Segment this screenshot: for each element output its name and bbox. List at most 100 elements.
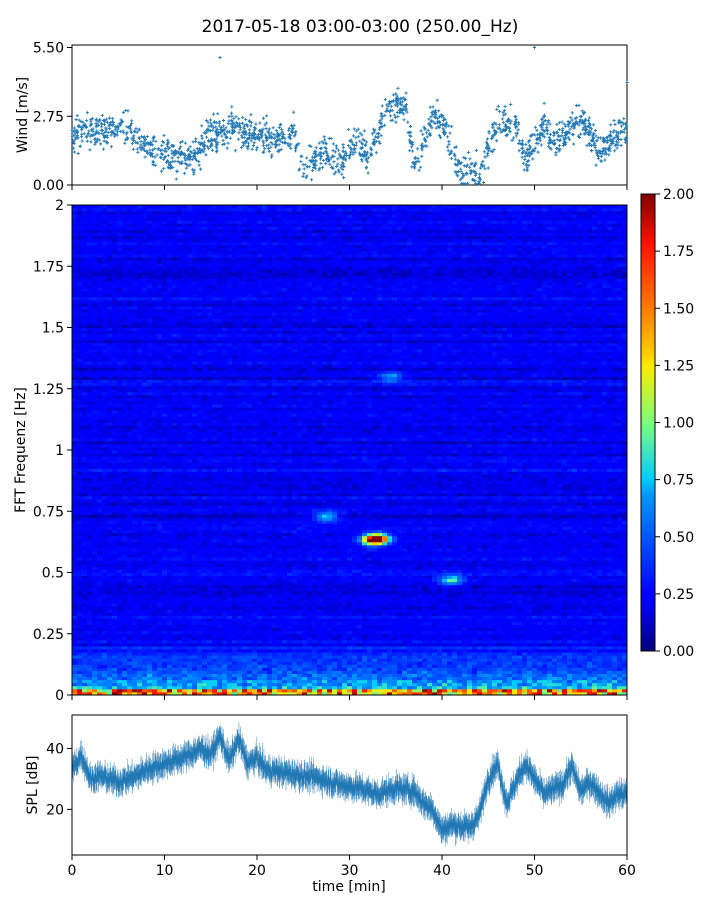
spectrogram-cell xyxy=(212,631,217,634)
spectrogram-cell xyxy=(297,661,302,664)
spectrogram-cell xyxy=(617,658,622,661)
spectrogram-cell xyxy=(547,637,552,640)
spectrogram-cell xyxy=(217,677,222,680)
spectrogram-cell xyxy=(502,646,507,649)
spectrogram-cell xyxy=(152,640,157,643)
spectrogram-cell xyxy=(202,677,207,680)
spectrogram-cell xyxy=(477,609,482,612)
spectrogram-cell xyxy=(77,683,82,686)
spectrogram-cell xyxy=(352,689,357,692)
spectrogram-cell xyxy=(222,631,227,634)
spectrogram-cell xyxy=(417,634,422,637)
spectrogram-cell xyxy=(237,637,242,640)
spectrogram-cell xyxy=(342,640,347,643)
spectrogram-cell xyxy=(307,655,312,658)
spectrogram-cell xyxy=(212,683,217,686)
spectrogram-cell xyxy=(407,634,412,637)
spectrogram-cell xyxy=(547,664,552,667)
spectrogram-cell xyxy=(577,680,582,683)
spectrogram-cell xyxy=(362,667,367,670)
spectrogram-cell xyxy=(72,643,77,646)
wind-point xyxy=(436,99,439,102)
spectrogram-cell xyxy=(362,652,367,655)
spectrogram-cell xyxy=(427,646,432,649)
spectrogram-cell xyxy=(132,667,137,670)
spectrogram-cell xyxy=(387,625,392,628)
spectrogram-cell xyxy=(427,628,432,631)
wind-point xyxy=(226,147,229,150)
spectrogram-cell xyxy=(542,649,547,652)
spectrogram-cell xyxy=(342,622,347,625)
spectrogram-cell xyxy=(87,683,92,686)
spectrogram-cell xyxy=(132,658,137,661)
spectrogram-cell xyxy=(442,671,447,674)
spectrogram-cell xyxy=(597,640,602,643)
spectrogram-cell xyxy=(342,618,347,621)
spectrogram-cell xyxy=(602,622,607,625)
spectrogram-cell xyxy=(272,603,277,606)
wind-point xyxy=(429,115,432,118)
spectrogram-cell xyxy=(217,649,222,652)
spectrogram-cell xyxy=(92,618,97,621)
spectrogram-cell xyxy=(612,680,617,683)
spectrogram-cell xyxy=(547,622,552,625)
wind-x-ticks xyxy=(72,185,627,190)
spectrogram-cell xyxy=(187,618,192,621)
spectrogram-cell xyxy=(392,664,397,667)
spectrogram-cell xyxy=(127,603,132,606)
spectrogram-cell xyxy=(407,612,412,615)
spectrogram-cell xyxy=(287,649,292,652)
spectrogram-cell xyxy=(407,615,412,618)
spectrogram-cell xyxy=(467,680,472,683)
spectrogram-cell xyxy=(362,655,367,658)
wind-point xyxy=(200,124,203,127)
spectrogram-cell xyxy=(122,615,127,618)
spectrogram-cell xyxy=(347,686,352,689)
spectrogram-cell xyxy=(602,609,607,612)
spectrogram-cell xyxy=(507,649,512,652)
spectrogram-cell xyxy=(92,606,97,609)
spectrogram-cell xyxy=(107,603,112,606)
spectrogram-cell xyxy=(592,658,597,661)
spectrogram-cell xyxy=(612,618,617,621)
spectrogram-cell xyxy=(477,671,482,674)
spectrogram-cell xyxy=(457,658,462,661)
spectrogram-cell xyxy=(307,667,312,670)
spectrogram-cell xyxy=(192,677,197,680)
spectrogram-cell xyxy=(312,637,317,640)
spectrogram-cell xyxy=(122,646,127,649)
spectrogram-cell xyxy=(397,646,402,649)
spectrogram-cell xyxy=(372,674,377,677)
spectrogram-cell xyxy=(97,606,102,609)
spectrogram-cell xyxy=(347,640,352,643)
spectrogram-cell xyxy=(287,612,292,615)
spectrogram-cell xyxy=(147,661,152,664)
spectrogram-cell xyxy=(207,680,212,683)
spectrogram-cell xyxy=(97,671,102,674)
spectrogram-cell xyxy=(567,683,572,686)
spectrogram-cell xyxy=(307,646,312,649)
spectrogram-cell xyxy=(192,686,197,689)
spectrogram-cell xyxy=(412,683,417,686)
spectrogram-cell xyxy=(572,671,577,674)
spectrogram-cell xyxy=(187,640,192,643)
spectrogram-cell xyxy=(372,667,377,670)
spectrogram-cell xyxy=(287,634,292,637)
spectrogram-cell xyxy=(297,671,302,674)
spectrogram-cell xyxy=(302,671,307,674)
spectrogram-cell xyxy=(197,631,202,634)
wind-point xyxy=(491,126,494,129)
spectrogram-cell xyxy=(552,683,557,686)
spectrogram-cell xyxy=(72,634,77,637)
spectrogram-cell xyxy=(262,667,267,670)
spectrogram-cell xyxy=(267,618,272,621)
spectrogram-cell xyxy=(527,612,532,615)
spectrogram-cell xyxy=(337,640,342,643)
spectrogram-cell xyxy=(197,609,202,612)
spectrogram-cell xyxy=(502,631,507,634)
spectrogram-cell xyxy=(107,649,112,652)
spectrogram-cell xyxy=(392,643,397,646)
spectrogram-cell xyxy=(587,609,592,612)
wind-point xyxy=(487,130,490,133)
spectrogram-cell xyxy=(592,683,597,686)
